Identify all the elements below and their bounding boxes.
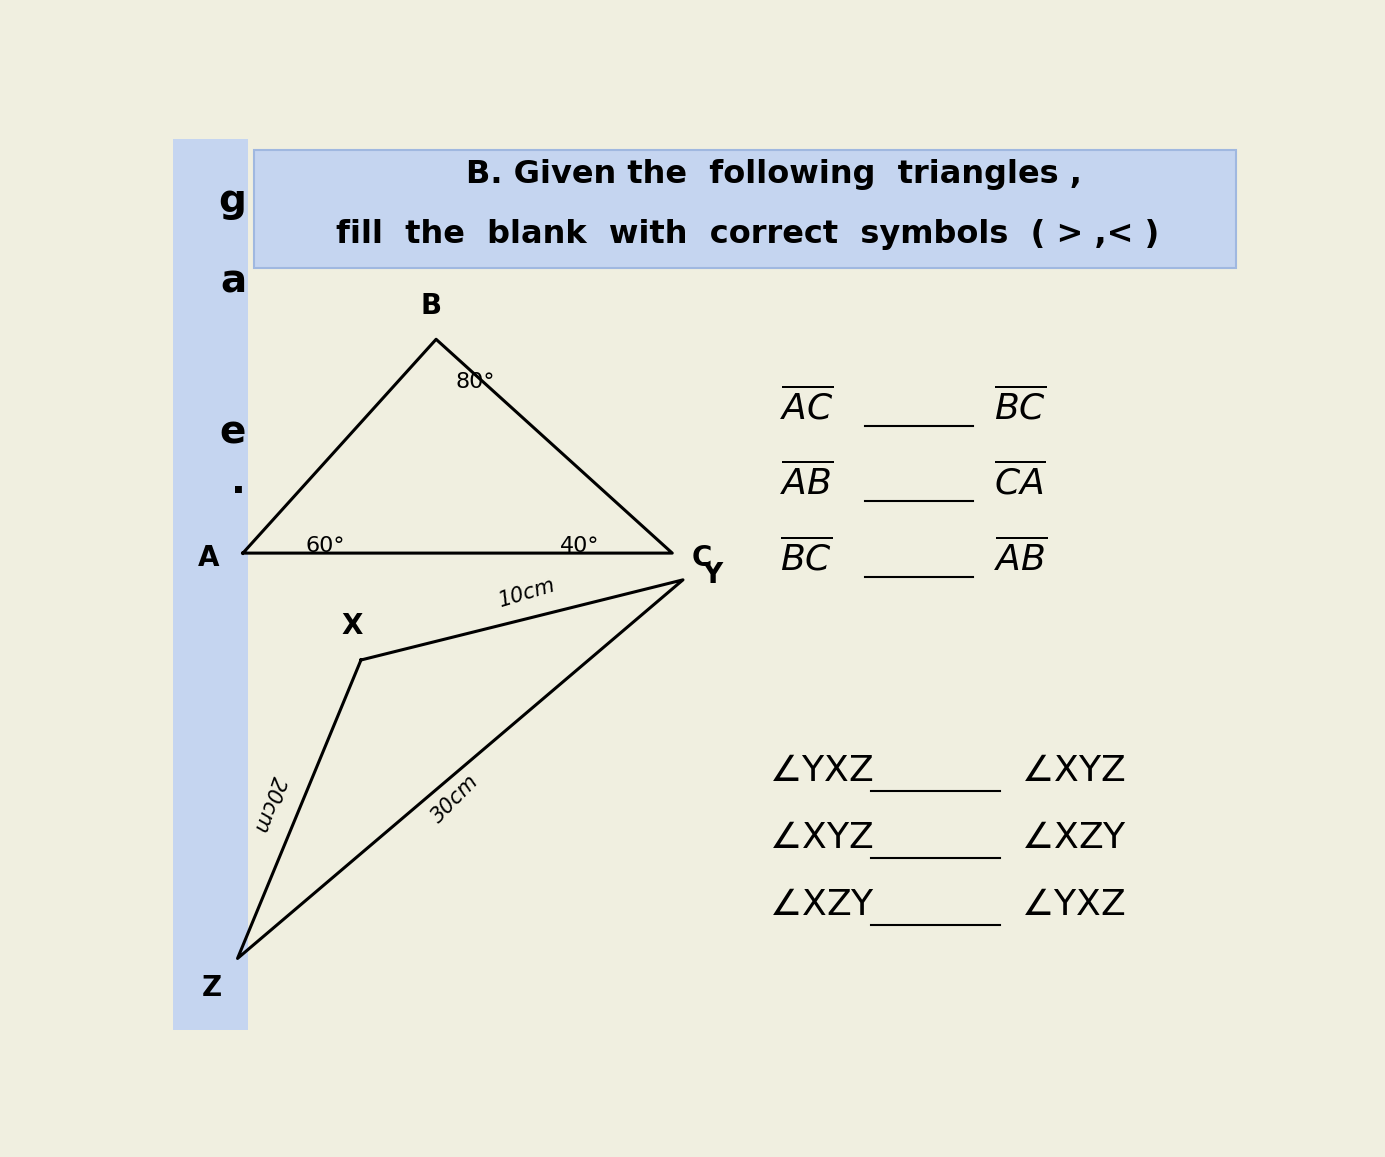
Text: Z: Z [201, 974, 222, 1002]
Text: $\angle$YXZ: $\angle$YXZ [769, 754, 873, 788]
Text: X: X [342, 612, 363, 641]
FancyBboxPatch shape [173, 139, 248, 1030]
Text: C: C [691, 544, 712, 572]
Text: $\overline{\mathit{BC}}$: $\overline{\mathit{BC}}$ [780, 538, 831, 577]
Text: $\overline{\mathit{CA}}$: $\overline{\mathit{CA}}$ [994, 462, 1046, 502]
Text: 30cm: 30cm [428, 771, 482, 826]
Text: 10cm: 10cm [496, 575, 558, 611]
Text: $\overline{\mathit{BC}}$: $\overline{\mathit{BC}}$ [994, 386, 1046, 426]
Text: $\angle$XYZ: $\angle$XYZ [1021, 754, 1126, 788]
Text: A: A [198, 544, 219, 572]
Text: B. Given the  following  triangles ,: B. Given the following triangles , [467, 159, 1082, 190]
Text: .: . [231, 463, 247, 501]
FancyBboxPatch shape [253, 150, 1235, 268]
Text: fill  the  blank  with  correct  symbols  ( > ,< ): fill the blank with correct symbols ( > … [335, 219, 1159, 250]
Text: g: g [219, 182, 247, 220]
Text: 60°: 60° [305, 536, 345, 557]
Text: B: B [420, 292, 442, 319]
Text: $\angle$XZY: $\angle$XZY [1021, 821, 1127, 855]
Text: a: a [220, 263, 247, 301]
Text: $\overline{\mathit{AC}}$: $\overline{\mathit{AC}}$ [780, 386, 834, 426]
Text: $\angle$YXZ: $\angle$YXZ [1021, 889, 1126, 922]
Text: $\overline{\mathit{AB}}$: $\overline{\mathit{AB}}$ [780, 462, 832, 502]
Text: 20cm: 20cm [251, 774, 288, 835]
Text: e: e [220, 414, 247, 452]
Text: 40°: 40° [560, 536, 600, 557]
Text: $\angle$XZY: $\angle$XZY [769, 889, 875, 922]
Text: $\overline{\mathit{AB}}$: $\overline{\mathit{AB}}$ [994, 538, 1047, 577]
Text: $\angle$XYZ: $\angle$XYZ [769, 821, 873, 855]
Text: 80°: 80° [456, 373, 494, 392]
Text: Y: Y [702, 561, 723, 589]
